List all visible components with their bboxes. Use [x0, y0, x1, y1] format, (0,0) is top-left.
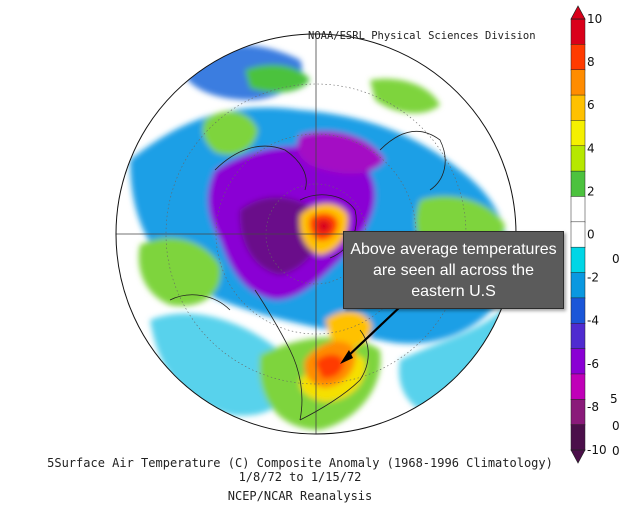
colorbar-bottom-arrow — [570, 449, 586, 464]
source-header: NOAA/ESRL Physical Sciences Division — [308, 30, 536, 42]
colorbar-swatch — [570, 424, 586, 451]
colorbar-swatch — [570, 221, 586, 248]
colorbar-swatch — [570, 196, 586, 223]
colorbar-swatch — [570, 322, 586, 350]
colorbar-tick-label: -8 — [587, 400, 599, 414]
colorbar-swatch — [570, 69, 586, 96]
colorbar-swatch — [570, 145, 586, 172]
stray-label: 0 — [612, 252, 620, 266]
colorbar-labels: 10 8 6 4 2 0 -2 -4 -6 -8 -10 — [587, 12, 607, 457]
colorbar-tick-label: -4 — [587, 314, 599, 328]
colorbar-swatch — [570, 373, 586, 400]
colorbar-swatch — [570, 297, 586, 324]
colorbar-swatch — [570, 246, 586, 274]
colorbar-swatch — [570, 120, 586, 147]
callout-arrow — [340, 304, 403, 364]
colorbar-swatch — [570, 399, 586, 426]
map-title: 5Surface Air Temperature (C) Composite A… — [47, 456, 553, 470]
dataset-name: NCEP/NCAR Reanalysis — [227, 489, 373, 503]
colorbar-swatch — [570, 272, 586, 299]
colorbar-tick-label: -2 — [587, 271, 599, 285]
colorbar-swatch — [570, 44, 586, 71]
colorbar-tick-label: 2 — [587, 184, 595, 198]
colorbar-top-arrow — [570, 5, 586, 20]
colorbar-tick-label: 6 — [587, 98, 595, 112]
annotation-text: Above average temperatures are seen all … — [350, 240, 557, 300]
colorbar-swatch — [570, 94, 586, 122]
colorbar-tick-label: -10 — [587, 443, 607, 457]
colorbar-swatch — [570, 348, 586, 375]
colorbar-tick-label: 0 — [587, 228, 595, 242]
colorbar-tick-label: 8 — [587, 55, 595, 69]
colorbar-tick-label: -6 — [587, 357, 599, 371]
annotation-callout: Above average temperatures are seen all … — [343, 231, 564, 309]
date-range: 1/8/72 to 1/15/72 — [238, 470, 362, 484]
stray-label: 5 — [610, 392, 618, 406]
colorbar-tick-label: 4 — [587, 141, 595, 155]
colorbar-swatch — [570, 170, 586, 198]
stray-label: 0 — [612, 419, 620, 433]
colorbar — [570, 18, 586, 451]
colorbar-tick-label: 10 — [587, 12, 602, 26]
stray-label: 0 — [612, 444, 620, 458]
colorbar-swatch — [570, 18, 586, 46]
